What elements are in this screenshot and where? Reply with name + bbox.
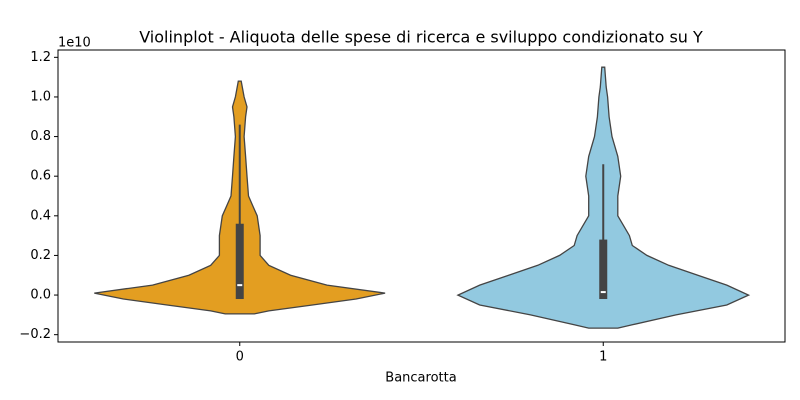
y-tick-label: 0.2 <box>30 248 51 263</box>
y-tick-label: 1.0 <box>30 89 51 104</box>
y-tick-label: 0.6 <box>30 169 51 184</box>
y-tick-label: 0.8 <box>30 129 51 144</box>
box <box>235 223 244 300</box>
y-tick-label: −0.2 <box>19 327 51 342</box>
y-tick-label: 1.2 <box>30 50 51 65</box>
x-axis-label: Bancarotta <box>385 371 456 386</box>
y-tick-label: 0.4 <box>30 208 51 223</box>
box <box>599 239 608 300</box>
chart-title: Violinplot - Aliquota delle spese di ric… <box>139 28 703 47</box>
y-offset-label: 1e10 <box>58 36 91 51</box>
x-tick-label: 1 <box>599 350 607 365</box>
x-tick-label: 0 <box>236 350 244 365</box>
y-tick-label: 0.0 <box>30 288 51 303</box>
plot-frame <box>57 49 786 343</box>
